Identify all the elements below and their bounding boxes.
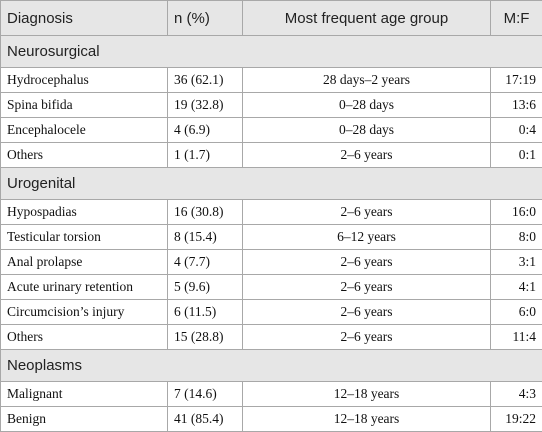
section-title: Neoplasms bbox=[1, 350, 542, 382]
cell: 17:19 bbox=[491, 68, 542, 93]
cell: 8:0 bbox=[491, 225, 542, 250]
cell: 1 (1.7) bbox=[168, 143, 243, 168]
section-row: Urogenital bbox=[1, 168, 542, 200]
cell: 11:4 bbox=[491, 325, 542, 350]
cell: Others bbox=[1, 325, 168, 350]
cell: 0–28 days bbox=[243, 118, 491, 143]
cell: 16:0 bbox=[491, 200, 542, 225]
cell: 6 (11.5) bbox=[168, 300, 243, 325]
section-row: Neurosurgical bbox=[1, 36, 542, 68]
cell: Acute urinary retention bbox=[1, 275, 168, 300]
cell: 3:1 bbox=[491, 250, 542, 275]
cell: 12–18 years bbox=[243, 382, 491, 407]
cell: 6–12 years bbox=[243, 225, 491, 250]
header-cell: M:F bbox=[491, 1, 542, 36]
cell: Hydrocephalus bbox=[1, 68, 168, 93]
cell: 0:4 bbox=[491, 118, 542, 143]
cell: 4:3 bbox=[491, 382, 542, 407]
cell: Testicular torsion bbox=[1, 225, 168, 250]
cell: Others bbox=[1, 143, 168, 168]
cell: Anal prolapse bbox=[1, 250, 168, 275]
header-row: Diagnosis n (%) Most frequent age group … bbox=[1, 1, 542, 36]
cell: 19 (32.8) bbox=[168, 93, 243, 118]
cell: 15 (28.8) bbox=[168, 325, 243, 350]
cell: 5 (9.6) bbox=[168, 275, 243, 300]
section-title: Neurosurgical bbox=[1, 36, 542, 68]
section-title: Urogenital bbox=[1, 168, 542, 200]
section-row: Neoplasms bbox=[1, 350, 542, 382]
cell: Hypospadias bbox=[1, 200, 168, 225]
cell: Encephalocele bbox=[1, 118, 168, 143]
cell: Spina bifida bbox=[1, 93, 168, 118]
cell: 2–6 years bbox=[243, 143, 491, 168]
cell: 19:22 bbox=[491, 407, 542, 432]
header-cell: Most frequent age group bbox=[243, 1, 491, 36]
cell: 4:1 bbox=[491, 275, 542, 300]
cell: 7 (14.6) bbox=[168, 382, 243, 407]
cell: 12–18 years bbox=[243, 407, 491, 432]
cell: 0–28 days bbox=[243, 93, 491, 118]
cell: 2–6 years bbox=[243, 325, 491, 350]
cell: 2–6 years bbox=[243, 300, 491, 325]
cell: 8 (15.4) bbox=[168, 225, 243, 250]
header-cell: n (%) bbox=[168, 1, 243, 36]
cell: 0:1 bbox=[491, 143, 542, 168]
cell: 4 (6.9) bbox=[168, 118, 243, 143]
cell: 13:6 bbox=[491, 93, 542, 118]
header-cell: Diagnosis bbox=[1, 1, 168, 36]
cell: 2–6 years bbox=[243, 250, 491, 275]
cell: 16 (30.8) bbox=[168, 200, 243, 225]
cell: 28 days–2 years bbox=[243, 68, 491, 93]
cell: Malignant bbox=[1, 382, 168, 407]
cell: 36 (62.1) bbox=[168, 68, 243, 93]
cell: Circumcision’s injury bbox=[1, 300, 168, 325]
cell: 2–6 years bbox=[243, 200, 491, 225]
cell: Benign bbox=[1, 407, 168, 432]
cell: 4 (7.7) bbox=[168, 250, 243, 275]
cell: 2–6 years bbox=[243, 275, 491, 300]
cell: 6:0 bbox=[491, 300, 542, 325]
cell: 41 (85.4) bbox=[168, 407, 243, 432]
